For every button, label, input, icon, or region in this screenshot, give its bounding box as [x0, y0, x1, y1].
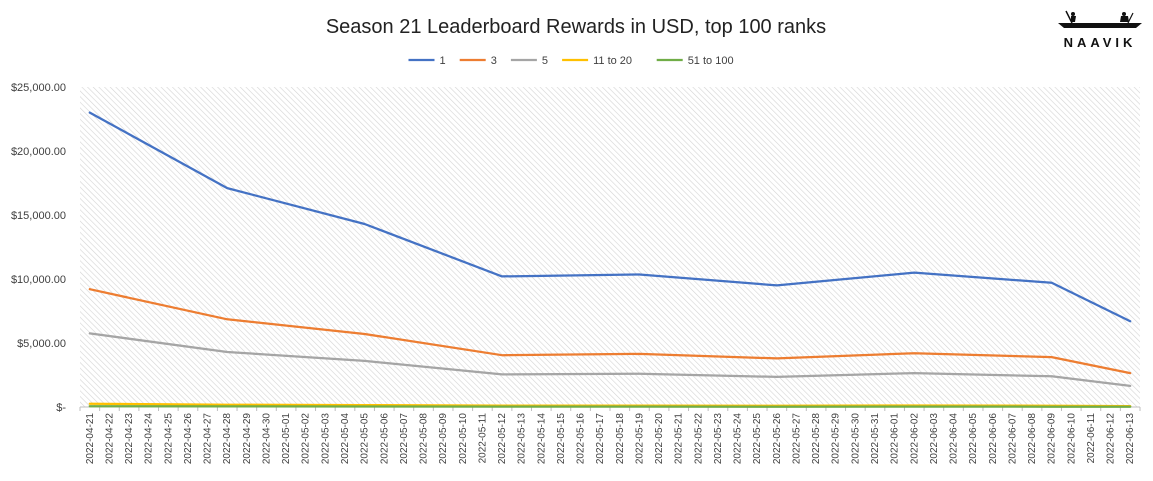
x-tick-label: 2022-06-02 [909, 413, 920, 465]
brand-name: NAAVIK [1064, 35, 1137, 50]
x-tick-label: 2022-06-08 [1027, 413, 1038, 465]
x-tick-label: 2022-05-23 [713, 413, 724, 465]
x-tick-label: 2022-05-26 [772, 413, 783, 465]
x-tick-label: 2022-05-24 [733, 413, 744, 465]
legend-item: 51 to 100 [656, 55, 734, 67]
legend-item: 11 to 20 [562, 55, 632, 67]
x-tick-label: 2022-04-27 [203, 413, 214, 465]
x-tick-label: 2022-05-28 [811, 413, 822, 465]
x-tick-label: 2022-06-06 [988, 413, 999, 465]
legend-item: 1 [408, 55, 446, 67]
x-tick-label: 2022-05-06 [379, 413, 390, 465]
x-tick-label: 2022-05-31 [870, 413, 881, 465]
x-tick-label: 2022-05-12 [497, 413, 508, 465]
x-tick-label: 2022-06-10 [1066, 413, 1077, 465]
x-tick-label: 2022-04-22 [104, 413, 115, 465]
x-tick-label: 2022-04-29 [242, 413, 253, 465]
x-tick-label: 2022-05-16 [576, 413, 587, 465]
series-group [88, 111, 1132, 408]
x-tick-label: 2022-06-09 [1047, 413, 1058, 465]
y-tick-label: $5,000.00 [17, 338, 66, 350]
x-tick-label: 2022-06-03 [929, 413, 940, 465]
legend-label: 3 [491, 55, 497, 67]
x-tick-label: 2022-05-11 [477, 413, 488, 464]
x-tick-label: 2022-05-13 [517, 413, 528, 465]
series-line-5 [88, 405, 1132, 408]
y-tick-label: $20,000.00 [11, 146, 66, 158]
legend-item: 3 [459, 55, 497, 67]
y-tick-label: $25,000.00 [11, 82, 66, 94]
x-tick-label: 2022-05-19 [634, 413, 645, 465]
y-tick-label: $10,000.00 [11, 274, 66, 286]
x-tick-label: 2022-05-22 [693, 413, 704, 465]
x-tick-label: 2022-05-01 [281, 413, 292, 465]
x-tick-label: 2022-05-20 [654, 413, 665, 465]
x-tick-label: 2022-06-11 [1086, 413, 1097, 464]
x-tick-label: 2022-05-15 [556, 413, 567, 465]
boat-icon [1058, 10, 1142, 28]
chart-title: Season 21 Leaderboard Rewards in USD, to… [326, 16, 826, 38]
y-tick-label: $- [56, 402, 66, 414]
x-tick-label: 2022-04-30 [261, 413, 272, 465]
x-tick-label: 2022-05-04 [340, 413, 351, 465]
x-tick-label: 2022-05-17 [595, 413, 606, 465]
x-tick-label: 2022-05-07 [399, 413, 410, 465]
brand-logo: NAAVIK [1058, 10, 1142, 50]
plot-area [80, 87, 1140, 407]
legend-item: 5 [510, 55, 548, 67]
x-tick-label: 2022-06-13 [1125, 413, 1136, 465]
legend-label: 11 to 20 [593, 55, 632, 67]
x-tick-label: 2022-04-21 [85, 413, 96, 465]
legend-label: 1 [440, 55, 446, 67]
x-tick-label: 2022-05-08 [419, 413, 430, 465]
x-tick-label: 2022-05-14 [536, 413, 547, 465]
x-tick-label: 2022-05-09 [438, 413, 449, 465]
x-tick-label: 2022-05-25 [752, 413, 763, 465]
x-tick-label: 2022-06-07 [1007, 413, 1018, 465]
y-axis: $- $5,000.00 $10,000.00 $15,000.00 $20,000.0… [11, 82, 66, 414]
x-tick-label: 2022-04-25 [163, 413, 174, 465]
x-tick-label: 2022-05-18 [615, 413, 626, 465]
x-tick-label: 2022-04-23 [124, 413, 135, 465]
x-tick-label: 2022-05-02 [301, 413, 312, 465]
x-tick-label: 2022-05-10 [458, 413, 469, 465]
x-tick-label: 2022-04-24 [144, 413, 155, 465]
x-tick-label: 2022-06-04 [949, 413, 960, 465]
x-tick-label: 2022-05-30 [850, 413, 861, 465]
x-tick-label: 2022-05-03 [320, 413, 331, 465]
x-tick-label: 2022-04-28 [222, 413, 233, 465]
legend-label: 51 to 100 [688, 55, 734, 67]
x-tick-label: 2022-05-05 [360, 413, 371, 465]
x-tick-label: 2022-05-29 [831, 413, 842, 465]
x-tick-label: 2022-06-01 [890, 413, 901, 465]
x-axis: 2022-04-21 2022-04-22 2022-04-23 2022-04-24… [79, 407, 1141, 465]
y-tick-label: $15,000.00 [11, 210, 66, 222]
chart-legend: 1 3 5 11 to 20 51 to 100 [408, 55, 734, 67]
x-tick-label: 2022-06-05 [968, 413, 979, 465]
x-tick-label: 2022-05-27 [791, 413, 802, 465]
x-tick-label: 2022-04-26 [183, 413, 194, 465]
legend-label: 5 [542, 55, 548, 67]
x-tick-label: 2022-06-12 [1106, 413, 1117, 465]
x-tick-label: 2022-05-21 [674, 413, 685, 465]
